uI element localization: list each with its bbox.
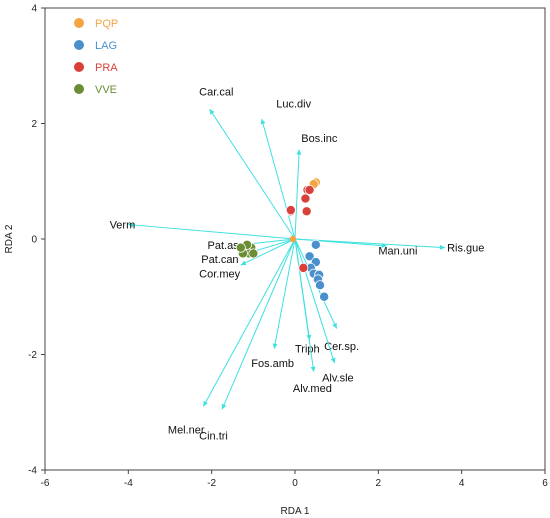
y-tick-label: 2 bbox=[31, 119, 37, 130]
arrow-line bbox=[294, 238, 446, 249]
site-point bbox=[298, 262, 309, 273]
species-arrow-cor-mey: Cor.mey bbox=[199, 238, 296, 281]
arrow-line bbox=[209, 108, 296, 240]
arrow-line bbox=[294, 149, 300, 240]
arrow-line bbox=[240, 238, 296, 266]
arrow-line bbox=[221, 238, 296, 410]
species-label: Luc.div bbox=[276, 98, 311, 110]
site-points bbox=[235, 177, 330, 302]
species-label: Cer.sp. bbox=[324, 341, 359, 353]
site-point bbox=[304, 251, 315, 262]
arrow-line bbox=[261, 118, 296, 240]
x-tick-label: 6 bbox=[542, 478, 548, 489]
species-label: Ris.gue bbox=[447, 243, 484, 255]
arrow-head bbox=[296, 149, 302, 155]
species-label: Pat.asp bbox=[208, 240, 245, 252]
arrow-head bbox=[221, 403, 227, 410]
site-point bbox=[235, 242, 246, 253]
species-label: Alv.med bbox=[293, 383, 332, 395]
legend-label: PRA bbox=[95, 62, 118, 74]
x-tick-label: -6 bbox=[41, 478, 50, 489]
arrow-line bbox=[128, 224, 296, 240]
y-axis-title: RDA 2 bbox=[4, 224, 15, 253]
species-arrow-alv-med: Alv.med bbox=[293, 238, 332, 395]
legend-label: VVE bbox=[95, 84, 117, 96]
y-tick-label: -2 bbox=[28, 350, 37, 361]
site-point bbox=[248, 248, 259, 259]
species-label: Triph bbox=[295, 344, 320, 356]
species-label: Mel.ner bbox=[168, 425, 205, 437]
arrow-line bbox=[294, 238, 336, 364]
legend-item-vve: VVE bbox=[74, 84, 117, 96]
y-tick-label: 4 bbox=[31, 4, 37, 15]
series-pqp bbox=[308, 177, 321, 190]
species-arrow-mel-ner: Mel.ner bbox=[168, 238, 296, 437]
origin-point bbox=[289, 235, 297, 243]
arrow-head bbox=[330, 357, 336, 364]
arrow-head bbox=[128, 222, 134, 228]
arrow-head bbox=[439, 244, 445, 250]
site-point bbox=[319, 291, 330, 302]
legend-swatch bbox=[74, 18, 84, 28]
species-arrow-cin-tri: Cin.tri bbox=[199, 238, 296, 442]
x-tick-label: 2 bbox=[376, 478, 382, 489]
x-tick-label: 0 bbox=[292, 478, 298, 489]
series-vve bbox=[235, 239, 259, 259]
species-arrow-ris-gue: Ris.gue bbox=[294, 238, 484, 255]
site-point bbox=[301, 206, 312, 217]
site-point bbox=[314, 280, 325, 291]
species-arrows: Car.cal Luc.div Bos.inc Verm Pat.asp Pat.can C… bbox=[110, 87, 485, 443]
arrow-line bbox=[202, 238, 296, 407]
axes-group: -6 -4 -2 0 2 4 6 -4 -2 0 2 4 bbox=[28, 4, 548, 490]
species-label: Verm bbox=[110, 220, 136, 232]
arrow-head bbox=[272, 343, 278, 349]
species-label: Fos.amb bbox=[251, 358, 294, 370]
site-point bbox=[300, 193, 311, 204]
arrow-head bbox=[332, 322, 337, 329]
arrow-line bbox=[294, 238, 315, 372]
species-label: Cor.mey bbox=[199, 269, 240, 281]
arrow-head bbox=[310, 366, 316, 372]
species-arrow-fos-amb: Fos.amb bbox=[251, 238, 296, 370]
arrow-head bbox=[209, 109, 215, 115]
arrow-head bbox=[260, 118, 266, 125]
x-tick-label: -4 bbox=[124, 478, 133, 489]
legend-item-lag: LAG bbox=[74, 40, 117, 52]
species-arrow-verm: Verm bbox=[110, 220, 296, 240]
legend-swatch bbox=[74, 62, 84, 72]
arrow-line bbox=[273, 238, 296, 349]
species-label: Car.cal bbox=[199, 87, 233, 99]
series-pra bbox=[285, 184, 315, 273]
legend-label: LAG bbox=[95, 40, 117, 52]
x-tick-label: -2 bbox=[207, 478, 216, 489]
site-point bbox=[304, 184, 315, 195]
y-tick-label: 0 bbox=[31, 235, 37, 246]
species-label: Man.uni bbox=[378, 246, 417, 258]
species-label: Alv.sle bbox=[322, 373, 354, 385]
legend-swatch bbox=[74, 84, 84, 94]
species-arrow-alv-sle: Alv.sle bbox=[294, 238, 354, 385]
species-label: Cin.tri bbox=[199, 430, 228, 442]
x-tick-label: 4 bbox=[459, 478, 465, 489]
y-tick-label: -4 bbox=[28, 466, 37, 477]
legend: PQP LAG PRA VVE bbox=[74, 18, 118, 96]
legend-item-pra: PRA bbox=[74, 62, 118, 74]
arrow-head bbox=[203, 400, 208, 407]
site-point bbox=[285, 205, 296, 216]
legend-swatch bbox=[74, 40, 84, 50]
site-point bbox=[310, 239, 321, 250]
legend-item-pqp: PQP bbox=[74, 18, 118, 30]
arrow-head bbox=[240, 260, 247, 266]
x-axis-title: RDA 1 bbox=[281, 506, 310, 517]
series-lag bbox=[304, 239, 330, 302]
legend-label: PQP bbox=[95, 18, 118, 30]
species-arrow-luc-div: Luc.div bbox=[260, 98, 312, 240]
species-arrow-bos-inc: Bos.inc bbox=[294, 133, 338, 240]
species-label: Bos.inc bbox=[301, 133, 338, 145]
species-arrow-car-cal: Car.cal bbox=[199, 87, 296, 240]
species-label: Pat.can bbox=[201, 254, 238, 266]
